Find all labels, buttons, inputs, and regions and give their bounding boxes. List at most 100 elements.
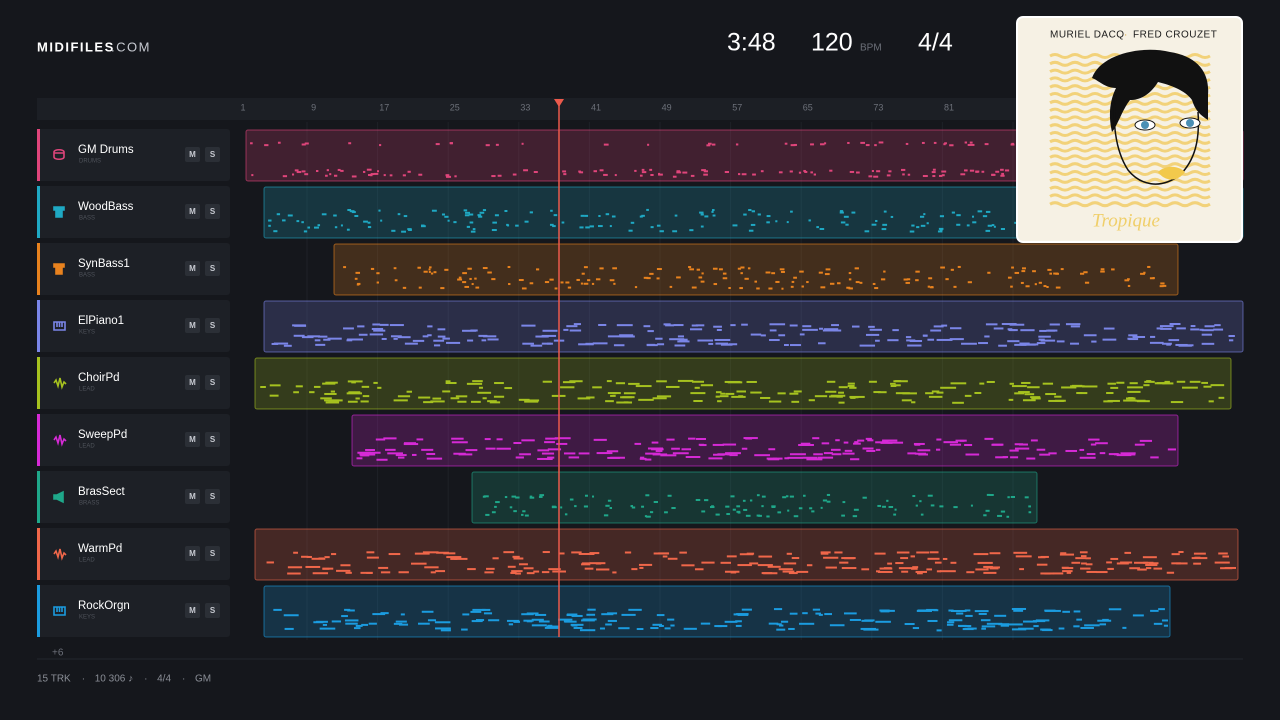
note [564,513,568,516]
note [592,342,608,345]
clip-region[interactable] [254,357,1232,410]
note [915,279,919,282]
note [583,282,589,285]
button-bg [185,603,200,618]
note [580,214,585,217]
note [389,174,393,177]
note [377,386,382,389]
note [896,551,910,554]
note [462,329,477,332]
clip-region[interactable] [351,414,1179,467]
playhead-handle[interactable] [554,99,564,107]
note [330,390,336,393]
note [941,174,945,177]
note [789,170,793,173]
track-button[interactable]: S [205,546,220,561]
note [856,171,860,174]
clip-region[interactable] [263,585,1171,638]
note [799,622,815,625]
note [1143,384,1150,387]
track-button[interactable]: M [185,261,200,276]
note [859,281,863,284]
album-title: Tropique [1092,210,1160,231]
note [1020,281,1024,284]
note [599,267,604,270]
note [326,169,329,172]
track-button[interactable]: M [185,546,200,561]
track-button[interactable]: S [205,318,220,333]
clip-region[interactable] [254,528,1239,581]
track-button[interactable]: M [185,318,200,333]
note [741,447,748,450]
track-button[interactable]: S [205,432,220,447]
clip-region[interactable] [263,300,1244,353]
track-button[interactable]: M [185,603,200,618]
note [691,380,705,383]
note [584,567,594,570]
note [605,400,614,403]
note [939,570,956,573]
note [789,495,794,498]
track-button[interactable]: M [185,204,200,219]
clip-region[interactable] [245,129,1244,182]
more-tracks[interactable]: +6 [52,648,64,659]
playhead [554,99,564,637]
note [1043,285,1047,288]
note [343,266,347,269]
note [689,328,703,331]
note [833,329,842,332]
note [835,439,840,442]
note [936,629,942,632]
note [634,169,637,172]
track-button[interactable]: S [205,603,220,618]
note [268,219,272,222]
note [471,620,483,623]
note [851,325,860,328]
note [526,572,535,575]
note [1108,453,1119,456]
note [1018,391,1030,394]
track-button[interactable]: S [205,489,220,504]
note [967,143,971,146]
note [1070,325,1080,328]
track-button[interactable]: S [205,147,220,162]
note [1213,328,1224,331]
note [283,344,292,347]
note [624,551,632,554]
note [722,272,727,275]
note [760,334,766,337]
note [658,552,669,555]
track-panel [37,357,230,409]
button-bg [185,489,200,504]
button-label: S [210,606,216,615]
track-button[interactable]: S [205,204,220,219]
track-button[interactable]: S [205,261,220,276]
note [391,229,396,232]
track-button[interactable]: M [185,147,200,162]
clip-region[interactable] [333,243,1179,296]
track-button[interactable]: S [205,375,220,390]
track-button[interactable]: M [185,375,200,390]
note [337,168,341,171]
note [321,213,327,216]
note [318,557,324,560]
note [618,627,630,630]
track-button[interactable]: M [185,489,200,504]
note [353,627,361,630]
note [329,173,332,176]
clip-region[interactable] [471,471,1038,524]
note [1026,457,1036,460]
note [497,174,502,177]
track-button[interactable]: M [185,432,200,447]
note [728,287,731,290]
note [412,453,417,456]
